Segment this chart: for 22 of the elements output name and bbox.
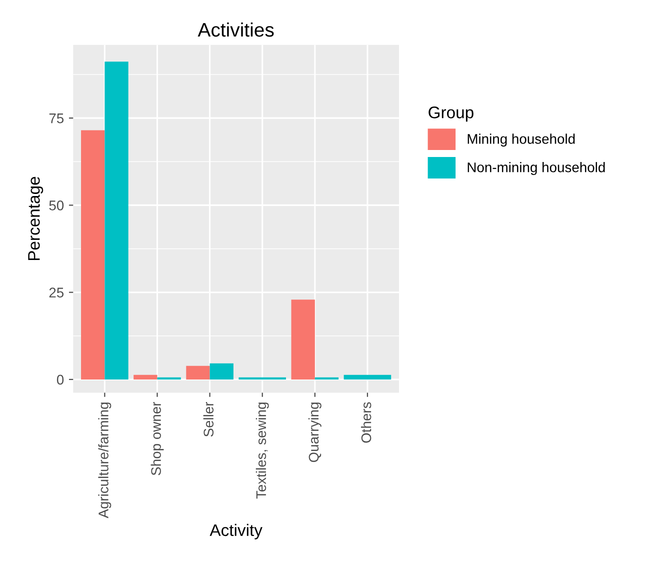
x-tick-label: Others [360, 402, 372, 443]
legend-label: Non-mining household [468, 162, 605, 176]
x-tick-label: Agriculture/farming [98, 402, 112, 518]
legend-label: Mining household [468, 134, 575, 147]
y-tick-label: 0 [56, 374, 64, 385]
x-tick-label: Seller [203, 402, 214, 437]
bar [291, 300, 315, 380]
chart-title: Activities [198, 22, 274, 37]
y-tick-label: 75 [49, 114, 64, 124]
x-tick-label: Quarrying [308, 402, 322, 462]
legend-title: Group [428, 106, 474, 122]
x-tick-label: Textiles, sewing [256, 402, 269, 499]
y-tick-label: 25 [49, 288, 64, 298]
bar [134, 374, 158, 380]
x-tick-label: Shop owner [150, 402, 164, 476]
x-axis-title: Activity [210, 524, 262, 540]
y-axis-title: Percentage [28, 176, 44, 260]
bar [186, 366, 210, 380]
bar [81, 130, 105, 380]
bar [210, 363, 234, 380]
bar [104, 62, 128, 380]
y-tick-label: 50 [49, 200, 64, 210]
